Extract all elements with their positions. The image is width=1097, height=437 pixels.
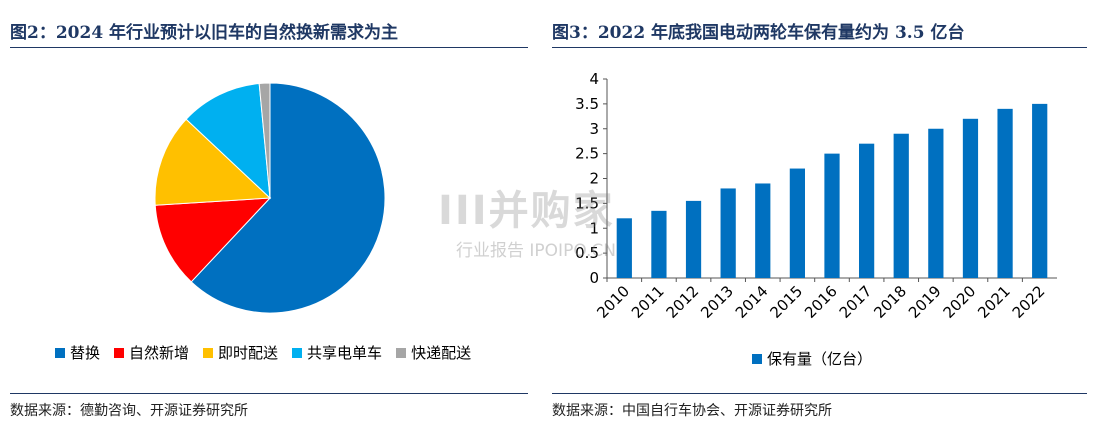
- pie-slice-1: [154, 197, 272, 283]
- y-tick-label: 4: [589, 70, 599, 88]
- legend-label: 保有量（亿台）: [767, 350, 873, 368]
- legend-label: 自然新增: [129, 344, 190, 362]
- x-tick-label: 2012: [663, 282, 703, 322]
- y-tick-label: 3.5: [575, 95, 599, 113]
- x-tick-label: 2021: [974, 282, 1014, 322]
- left-source: 数据来源：德勤咨询、开源证券研究所: [10, 403, 248, 419]
- bar-2016: [824, 153, 840, 278]
- x-tick-label: 2019: [905, 282, 945, 322]
- legend-swatch: [55, 347, 65, 358]
- pie-slice-0: [190, 82, 386, 314]
- pie-legend-item: 替换: [55, 342, 100, 363]
- bar-2012: [685, 200, 702, 278]
- pie-slice-3: [185, 82, 271, 200]
- legend-swatch: [292, 347, 303, 358]
- bar-legend: 保有量（亿台）: [752, 348, 872, 369]
- bar-chart: 00.511.522.533.5420102011201220132014201…: [575, 70, 1057, 322]
- left-source-rule: [10, 393, 528, 394]
- y-tick-label: 1: [589, 219, 599, 237]
- pie-chart: [154, 82, 386, 314]
- bar-2014: [755, 183, 771, 278]
- bar-2010: [616, 218, 632, 278]
- pie-legend-item: 共享电单车: [292, 342, 382, 363]
- bar-2013: [720, 188, 736, 278]
- bar-2022: [1032, 103, 1048, 278]
- left-title-rule: [10, 47, 528, 48]
- legend-swatch: [203, 347, 214, 358]
- right-chart-title: 图3：2022 年底我国电动两轮车保有量约为 3.5 亿台: [552, 23, 965, 43]
- x-tick-label: 2016: [801, 282, 841, 322]
- y-tick-label: 0.5: [575, 244, 599, 262]
- legend-label: 快递配送: [411, 344, 472, 362]
- x-tick-label: 2017: [836, 282, 876, 322]
- bar-2019: [928, 128, 944, 278]
- bar-2018: [893, 133, 909, 278]
- x-tick-label: 2010: [593, 282, 633, 322]
- bar-legend-item: 保有量（亿台）: [752, 348, 872, 369]
- legend-swatch: [114, 347, 125, 358]
- bar-2020: [962, 118, 979, 278]
- bar-2011: [651, 210, 667, 278]
- x-tick-label: 2015: [766, 282, 806, 322]
- x-tick-label: 2018: [870, 282, 910, 322]
- pie-legend-item: 即时配送: [203, 342, 278, 363]
- pie-legend-item: 快递配送: [396, 342, 471, 363]
- x-tick-label: 2020: [940, 282, 980, 322]
- left-chart-title: 图2：2024 年行业预计以旧车的自然换新需求为主: [10, 23, 399, 43]
- bar-2015: [789, 168, 805, 278]
- legend-label: 共享电单车: [307, 344, 383, 362]
- pie-slice-4: [258, 82, 271, 199]
- right-title-rule: [552, 47, 1087, 48]
- legend-label: 即时配送: [218, 344, 279, 362]
- right-source: 数据来源：中国自行车协会、开源证券研究所: [552, 403, 832, 419]
- y-tick-label: 2: [589, 170, 599, 188]
- x-tick-label: 2011: [628, 282, 668, 322]
- legend-swatch: [396, 347, 407, 358]
- legend-label: 替换: [70, 344, 101, 362]
- y-tick-label: 2.5: [575, 145, 599, 163]
- y-tick-label: 3: [589, 120, 599, 138]
- pie-legend: 替换 自然新增 即时配送 共享电单车 快递配送: [55, 342, 471, 363]
- x-tick-label: 2022: [1009, 282, 1049, 322]
- x-tick-label: 2013: [697, 282, 737, 322]
- left-panel: 图2：2024 年行业预计以旧车的自然换新需求为主 替换 自然新增 即时配送 共享电单…: [0, 0, 530, 437]
- bar-2021: [997, 108, 1013, 278]
- bar-2017: [859, 143, 875, 278]
- pie-slice-2: [154, 118, 272, 206]
- right-source-rule: [552, 393, 1087, 394]
- y-tick-label: 1.5: [575, 194, 599, 212]
- y-tick-label: 0: [589, 269, 599, 287]
- legend-swatch: [752, 353, 762, 364]
- right-panel: 图3：2022 年底我国电动两轮车保有量约为 3.5 亿台 0 0.5 1 1.5 2 2…: [552, 0, 1097, 437]
- pie-legend-item: 自然新增: [114, 342, 189, 363]
- x-tick-label: 2014: [732, 282, 772, 322]
